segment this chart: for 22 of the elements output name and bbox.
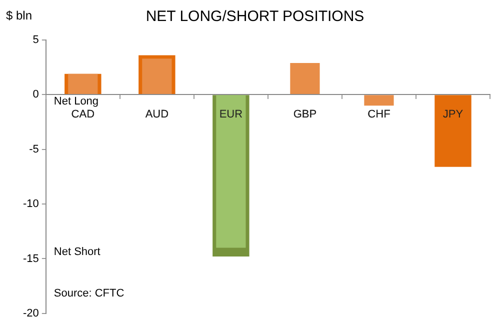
y-tick-label: 0 bbox=[32, 88, 39, 101]
x-tick-label: EUR bbox=[219, 108, 243, 120]
y-tick-label: 5 bbox=[32, 34, 39, 46]
chart-title: NET LONG/SHORT POSITIONS bbox=[146, 8, 364, 26]
y-tick-label: -20 bbox=[22, 307, 39, 320]
x-tick-label: CHF bbox=[368, 108, 391, 120]
x-tick-label: JPY bbox=[442, 108, 464, 120]
x-tick-label: CAD bbox=[71, 108, 95, 120]
x-tick-label: GBP bbox=[293, 108, 317, 120]
x-tick-label: AUD bbox=[145, 108, 169, 120]
y-tick-label: -15 bbox=[22, 252, 39, 265]
annotation: Net Long bbox=[54, 96, 99, 108]
bar bbox=[216, 95, 246, 248]
y-axis-title: $ bln bbox=[6, 8, 32, 22]
y-tick-label: -5 bbox=[29, 143, 39, 156]
y-tick-label: -10 bbox=[22, 198, 39, 210]
bar bbox=[68, 74, 98, 94]
annotation: Source: CFTC bbox=[54, 288, 124, 300]
bar bbox=[434, 95, 472, 167]
bar bbox=[290, 62, 320, 94]
bar bbox=[364, 95, 394, 106]
annotation: Net Short bbox=[54, 246, 100, 258]
